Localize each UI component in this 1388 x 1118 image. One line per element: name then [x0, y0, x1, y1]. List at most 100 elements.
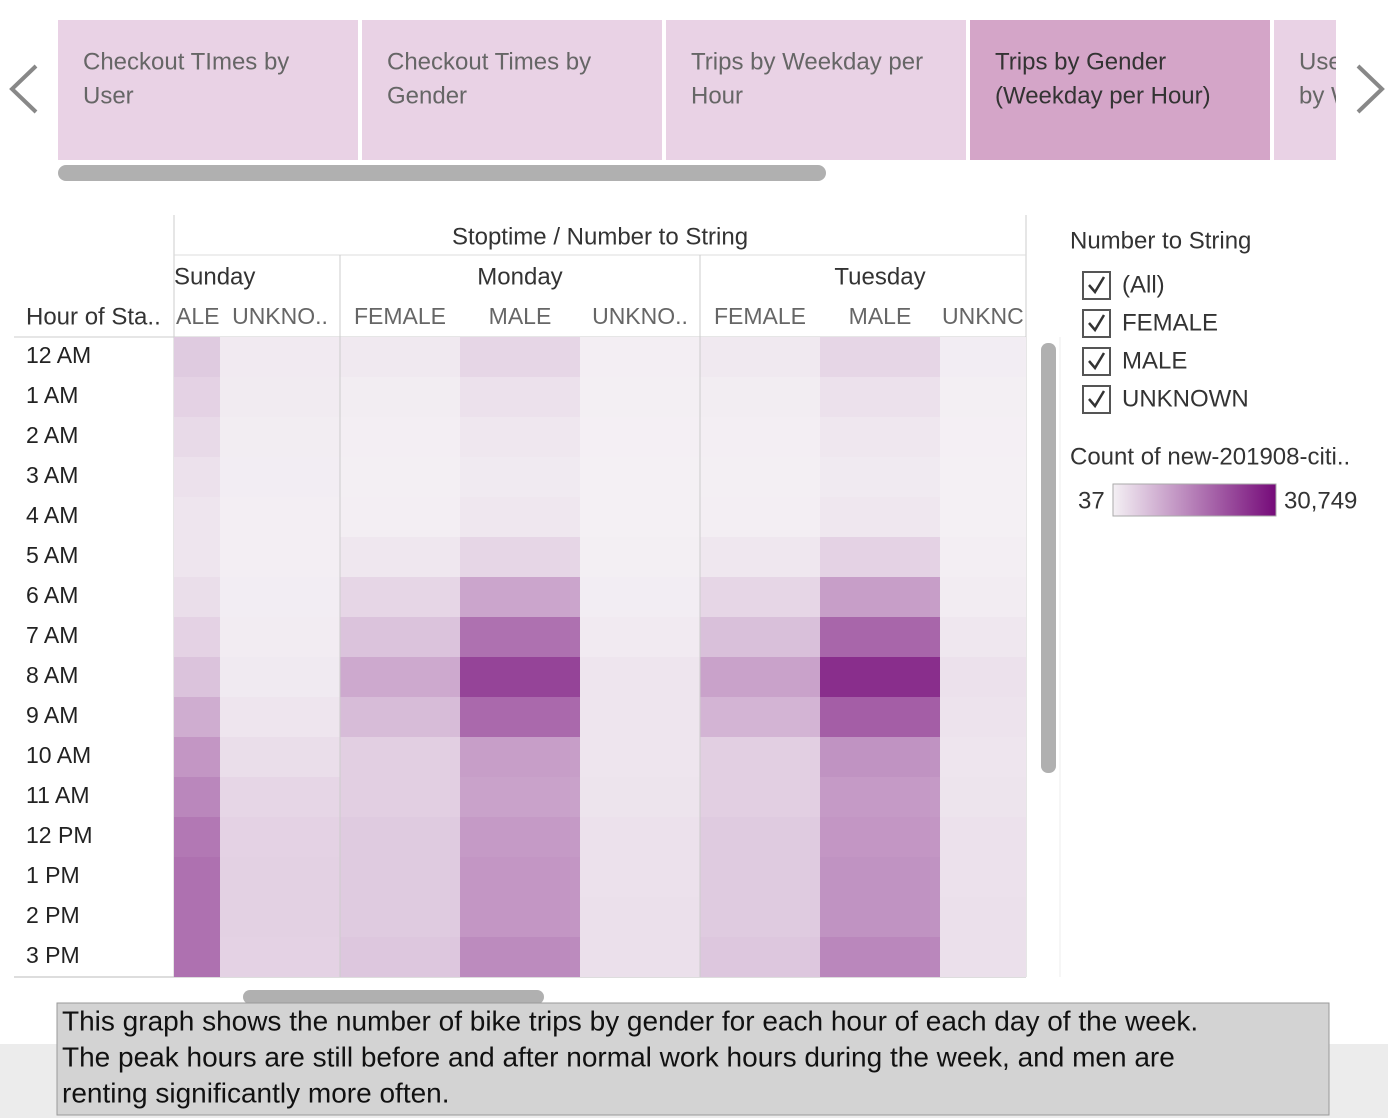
checkmark: [1088, 390, 1106, 409]
heat-cell: [220, 897, 340, 937]
heat-cell: [700, 537, 820, 577]
heat-cell: [460, 897, 580, 937]
heat-cell: [340, 577, 460, 617]
heat-cell: [220, 577, 340, 617]
heat-cell: [460, 497, 580, 537]
filter-item[interactable]: (All): [1082, 271, 1165, 300]
filter-item[interactable]: MALE: [1082, 347, 1187, 376]
heat-cell: [700, 417, 820, 457]
heat-cell: [174, 937, 220, 977]
row-label: 3 PM: [26, 942, 80, 968]
heat-cell: [460, 857, 580, 897]
heat-cell: [940, 897, 1026, 937]
heat-cell: [174, 697, 220, 737]
heat-cell: [700, 777, 820, 817]
column-label: UNKNC: [942, 303, 1024, 329]
filter-item[interactable]: UNKNOWN: [1082, 385, 1249, 414]
day-label: Tuesday: [834, 263, 925, 290]
heat-cell: [940, 577, 1026, 617]
next-arrow[interactable]: [1356, 64, 1385, 114]
heat-cell: [174, 897, 220, 937]
heat-cell: [580, 497, 700, 537]
heat-cell: [940, 737, 1026, 777]
heat-cell: [340, 777, 460, 817]
heat-cell: [580, 377, 700, 417]
heat-cell: [460, 777, 580, 817]
heat-cell: [174, 537, 220, 577]
heat-cell: [700, 337, 820, 377]
heat-cell: [460, 577, 580, 617]
heat-cell: [580, 577, 700, 617]
heat-cell: [340, 697, 460, 737]
heat-cell: [460, 617, 580, 657]
heat-cell: [820, 817, 940, 857]
h-scrollbar[interactable]: [243, 990, 544, 1004]
tab-bg: [1274, 20, 1336, 160]
tab[interactable]: Use by W: [1274, 20, 1388, 160]
heat-cell: [820, 377, 940, 417]
tab-label: Checkout TImes by: [83, 48, 289, 75]
tab[interactable]: Checkout Times by Gender: [362, 20, 662, 160]
tab[interactable]: Trips by Gender (Weekday per Hour): [970, 20, 1270, 160]
heat-cell: [940, 857, 1026, 897]
row-label: 12 AM: [26, 342, 91, 368]
v-scrollbar[interactable]: [1041, 343, 1056, 773]
heat-cell: [460, 657, 580, 697]
heat-cell: [340, 617, 460, 657]
tab-bg: [666, 20, 966, 160]
heat-cell: [220, 937, 340, 977]
heat-cell: [700, 497, 820, 537]
heat-cell: [220, 457, 340, 497]
filter-label: UNKNOWN: [1122, 385, 1249, 412]
heat-cell: [460, 537, 580, 577]
legend-title: Count of new-201908-citi..: [1070, 443, 1350, 470]
heat-cell: [940, 457, 1026, 497]
prev-arrow[interactable]: [9, 64, 38, 114]
tab-scrollbar[interactable]: [58, 165, 826, 181]
checkmark: [1088, 352, 1106, 371]
row-label: 4 AM: [26, 502, 78, 528]
day-label: Monday: [477, 263, 562, 290]
heat-cell: [174, 457, 220, 497]
tab-bg: [58, 20, 358, 160]
heat-cell: [820, 577, 940, 617]
heat-cell: [580, 457, 700, 497]
row-label: 2 PM: [26, 902, 80, 928]
checkbox: [1082, 271, 1111, 300]
tab[interactable]: Trips by Weekday per Hour: [666, 20, 966, 160]
row-label: 1 PM: [26, 862, 80, 888]
heat-cell: [580, 337, 700, 377]
heat-cell: [220, 417, 340, 457]
column-label: FEMALE: [354, 303, 446, 329]
heat-cell: [580, 657, 700, 697]
heat-cell: [340, 337, 460, 377]
heat-cell: [174, 497, 220, 537]
filter-item[interactable]: FEMALE: [1082, 309, 1218, 338]
tab[interactable]: Checkout TImes by User: [58, 20, 358, 160]
heat-cell: [940, 937, 1026, 977]
heat-cell: [700, 617, 820, 657]
heat-cell: [700, 937, 820, 977]
heat-cell: [580, 697, 700, 737]
heat-cell: [174, 337, 220, 377]
heat-cell: [174, 657, 220, 697]
heat-cell: [174, 577, 220, 617]
heat-cell: [820, 857, 940, 897]
heat-cell: [220, 537, 340, 577]
heat-cell: [820, 337, 940, 377]
row-label: 8 AM: [26, 662, 78, 688]
tab-label: Trips by Gender: [995, 48, 1166, 75]
heat-cell: [700, 857, 820, 897]
heat-cell: [940, 537, 1026, 577]
heat-cell: [460, 737, 580, 777]
heat-cell: [940, 817, 1026, 857]
heat-cell: [700, 657, 820, 697]
heat-cell: [940, 337, 1026, 377]
heat-cell: [580, 417, 700, 457]
tab-bg: [970, 20, 1270, 160]
legend-gradient: [1112, 483, 1277, 517]
heat-cell: [174, 377, 220, 417]
heat-cell: [220, 777, 340, 817]
heat-cell: [340, 657, 460, 697]
row-label: 2 AM: [26, 422, 78, 448]
